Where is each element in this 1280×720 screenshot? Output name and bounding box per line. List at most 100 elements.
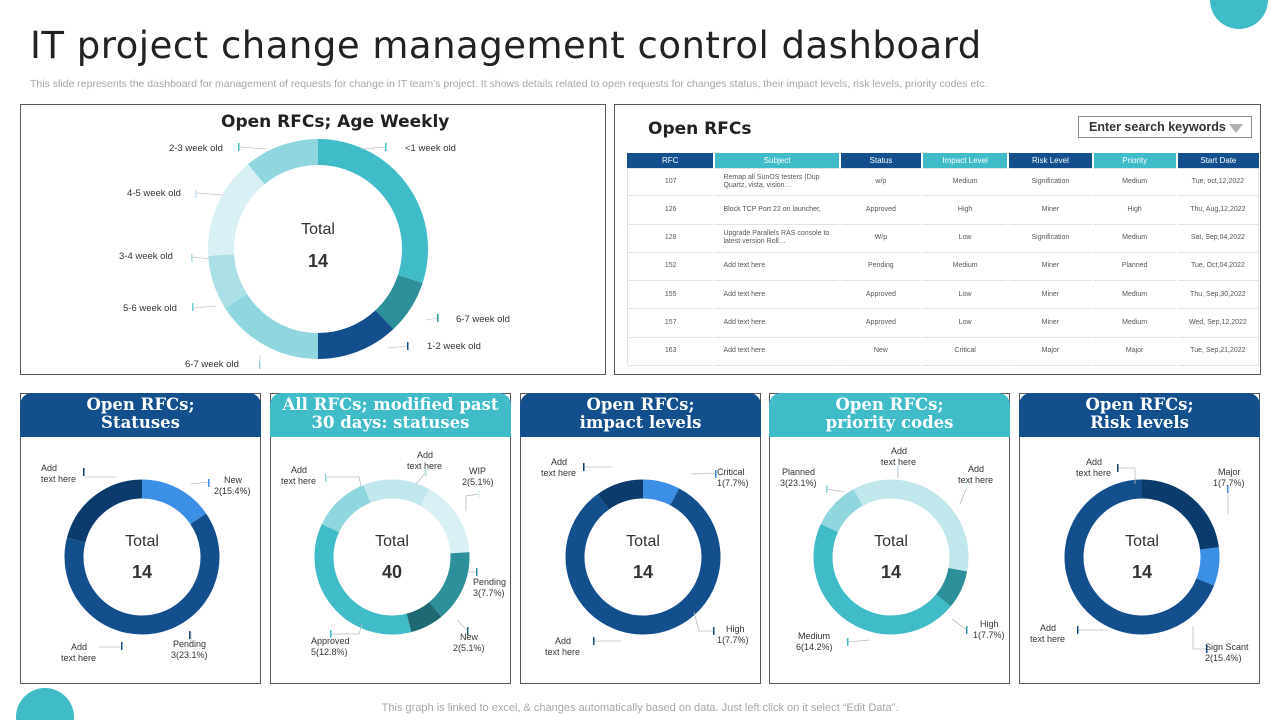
table-header-row: RFC Subject Status Impact Level Risk Lev… <box>627 153 1259 168</box>
cell-rfc: 152 <box>627 252 714 282</box>
col-header-start-date[interactable]: Start Date <box>1177 153 1259 168</box>
priority-label-medium: Medium 6(14.2%) <box>796 631 833 652</box>
cell-subject: Add text here <box>715 309 839 338</box>
donut-segment-3 <box>317 309 394 359</box>
age-total-value: 14 <box>308 251 328 271</box>
donut-segment-2 <box>1196 547 1220 586</box>
cell-subject: Add text here <box>715 253 839 282</box>
priority-codes-donut-chart: Add text here Add text here Planned 3(23.1%… <box>780 446 1005 652</box>
cell-risk: Miner <box>1009 196 1092 225</box>
risk-label-major: Major 1(7.7%) <box>1213 467 1245 488</box>
impact-label-add-text-bottom: Add text here <box>545 636 580 657</box>
cell-subject: Block TCP Port 22 on launcher, <box>715 196 839 225</box>
donut-segment-7 <box>363 479 393 503</box>
cell-risk: Signification <box>1009 168 1092 197</box>
impact-levels-panel: Open RFCs; impact levels Add text here Cr… <box>520 393 761 684</box>
page-title: IT project change management control das… <box>30 24 982 67</box>
age-weekly-donut-chart: <1 week old 2-3 week old 4-5 week old 3-… <box>119 139 510 370</box>
col-header-subject[interactable]: Subject <box>715 153 839 168</box>
table-row[interactable]: 157 Add text here Approved Low Miner Med… <box>627 309 1259 338</box>
risk-levels-donut-ring <box>1064 479 1220 635</box>
donut-segment-1 <box>642 479 680 506</box>
table-row[interactable]: 155 Add text here Approved Low Miner Med… <box>627 281 1259 310</box>
age-weekly-title: Open RFCs; Age Weekly <box>221 112 450 132</box>
cell-impact: Low <box>922 309 1008 338</box>
col-header-impact-level[interactable]: Impact Level <box>922 153 1008 168</box>
donut-segment-5 <box>853 479 892 506</box>
cell-rfc: 155 <box>627 281 714 310</box>
chevron-down-icon <box>1229 124 1243 133</box>
risk-levels-donut-chart: Add text here Major 1(7.7%) Sign Scant 2(15… <box>1030 457 1249 663</box>
col-header-risk-level[interactable]: Risk Level <box>1009 153 1092 168</box>
impact-label-critical: Critical 1(7.7%) <box>717 467 749 488</box>
risk-label-add-text-bottom: Add text here <box>1030 623 1065 644</box>
table-row[interactable]: 107 Remap all SunOS testers (Dup Quartz,… <box>627 168 1259 197</box>
col-header-status[interactable]: Status <box>840 153 921 168</box>
statuses-label-add-text-top: Add text here <box>41 463 76 484</box>
cell-rfc: 107 <box>627 168 714 197</box>
donut-segment-3 <box>428 552 470 617</box>
age-label-ticks <box>191 143 439 369</box>
decorative-circle-top <box>1210 0 1268 29</box>
impact-label-add-text-top: Add text here <box>541 457 576 478</box>
donut-segment-4 <box>406 601 442 633</box>
cell-risk: Signification <box>1009 225 1092 253</box>
statuses-total-label: Total <box>125 533 159 550</box>
table-row[interactable]: 163 Add text here New Critical Major Maj… <box>627 337 1259 367</box>
all-rfcs-label-wip: WIP 2(5.1%) <box>462 466 494 487</box>
priority-label-planned: Planned 3(23.1%) <box>780 467 817 488</box>
priority-codes-panel: Open RFCs; priority codes Add text here A… <box>769 393 1010 684</box>
cell-subject: Remap all SunOS testers (Dup Quartz, vis… <box>715 168 839 197</box>
cell-rfc: 128 <box>627 224 714 253</box>
impact-total-label: Total <box>626 533 660 550</box>
cell-priority: Planned <box>1093 253 1176 282</box>
cell-start-date: Wed, Sep,12,2022 <box>1177 309 1259 338</box>
donut-segment-2 <box>419 489 470 554</box>
age-label-1-2: 1-2 week old <box>427 341 481 352</box>
priority-label-high: High 1(7.7%) <box>973 619 1005 640</box>
cell-subject: Add text here <box>715 281 839 310</box>
priority-total-value: 14 <box>881 562 901 582</box>
priority-codes-donut-ring <box>813 479 969 635</box>
all-rfcs-label-add-text-left: Add text here <box>281 465 316 486</box>
col-header-priority[interactable]: Priority <box>1093 153 1176 168</box>
footer-note: This graph is linked to excel, & changes… <box>381 702 899 714</box>
donut-segment-2 <box>565 488 721 635</box>
cell-risk: Major <box>1009 338 1092 367</box>
priority-total-label: Total <box>874 533 908 550</box>
cell-priority: Medium <box>1093 281 1176 310</box>
statuses-label-pending: Pending 3(23.1%) <box>171 639 208 660</box>
all-rfcs-donut-ring <box>314 479 470 635</box>
risk-label-add-text-top: Add text here <box>1076 457 1111 478</box>
risk-total-label: Total <box>1125 533 1159 550</box>
all-rfcs-label-new: New 2(5.1%) <box>453 632 485 653</box>
donut-segment-6 <box>321 484 371 533</box>
cell-status: Approved <box>840 196 921 225</box>
cell-priority: Medium <box>1093 225 1176 253</box>
cell-priority: Major <box>1093 338 1176 367</box>
impact-total-value: 14 <box>633 562 653 582</box>
statuses-panel-title: Open RFCs; Statuses <box>86 395 195 432</box>
all-rfcs-total-value: 40 <box>382 562 402 582</box>
cell-impact: High <box>922 196 1008 225</box>
age-label-5-6: 5-6 week old <box>123 303 177 314</box>
donut-segment-5 <box>314 524 412 635</box>
statuses-panel: Open RFCs; Statuses Add text here New 2(15… <box>20 393 261 684</box>
impact-levels-panel-title: Open RFCs; impact levels <box>579 395 702 432</box>
search-placeholder: Enter search keywords <box>1089 120 1226 134</box>
table-row[interactable]: 152 Add text here Pending Medium Miner P… <box>627 252 1259 282</box>
cell-subject: Add text here <box>715 338 839 367</box>
donut-segment-1 <box>1141 479 1219 551</box>
cell-status: Approved <box>840 309 921 338</box>
cell-start-date: Thu, Aug,12,2022 <box>1177 196 1259 225</box>
all-rfcs-total-label: Total <box>375 533 409 550</box>
table-row[interactable]: 128 Upgrade Parallels RAS console to lat… <box>627 224 1259 253</box>
search-keywords-dropdown[interactable]: Enter search keywords <box>1078 116 1252 138</box>
risk-label-sign-scant: Sign Scant 2(15.4%) <box>1205 642 1249 663</box>
statuses-panel-header: Open RFCs; Statuses <box>20 393 261 437</box>
table-row[interactable]: 126 Block TCP Port 22 on launcher, Appro… <box>627 196 1259 225</box>
col-header-rfc[interactable]: RFC <box>627 153 714 168</box>
statuses-label-add-text-bottom: Add text here <box>61 642 96 663</box>
donut-segment-1 <box>890 479 969 572</box>
cell-priority: High <box>1093 196 1176 225</box>
